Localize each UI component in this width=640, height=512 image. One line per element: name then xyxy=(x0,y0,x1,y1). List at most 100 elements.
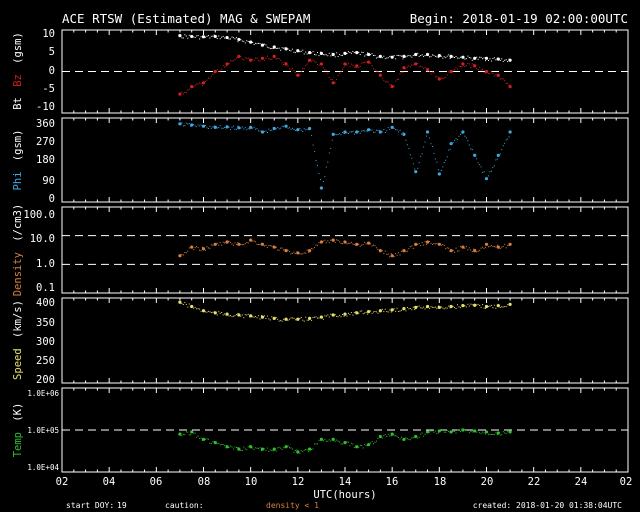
data-point-fill xyxy=(367,52,369,54)
data-point-fill xyxy=(482,246,484,248)
ytick-label: 250 xyxy=(36,355,55,367)
data-point-fill xyxy=(373,244,375,246)
data-point-fill xyxy=(193,124,195,126)
data-point-fill xyxy=(479,56,481,58)
data-point-density-density xyxy=(343,240,347,244)
data-point-mag-bz xyxy=(319,62,324,66)
data-point-mag-bt xyxy=(319,51,324,55)
data-point-fill xyxy=(230,60,232,62)
data-point-fill xyxy=(336,439,338,441)
data-point-fill xyxy=(423,55,425,57)
data-point-fill xyxy=(291,448,293,450)
data-point-fill xyxy=(314,246,316,248)
data-point-fill xyxy=(437,56,439,58)
data-point-fill xyxy=(209,125,211,127)
data-point-density-density xyxy=(437,242,441,246)
data-point-fill xyxy=(408,65,410,67)
data-point-mag-bz xyxy=(296,73,300,77)
data-point-fill xyxy=(255,128,257,130)
data-point-fill xyxy=(294,252,296,254)
data-point-fill xyxy=(409,439,411,441)
xtick-label: 04 xyxy=(103,476,116,488)
data-point-fill xyxy=(252,240,254,242)
data-point-fill xyxy=(340,54,342,56)
data-point-density-density xyxy=(473,249,477,253)
data-point-fill xyxy=(182,93,184,95)
data-point-phi-phi xyxy=(390,125,394,129)
data-point-temp-temp xyxy=(366,442,371,447)
data-point-fill xyxy=(464,135,466,137)
data-point-phi-phi xyxy=(414,170,418,174)
data-point-fill xyxy=(314,60,316,62)
data-point-fill xyxy=(314,151,316,153)
data-point-density-density xyxy=(390,254,394,258)
data-point-fill xyxy=(241,450,243,452)
data-point-phi-phi xyxy=(402,132,406,136)
data-point-fill xyxy=(218,127,220,129)
data-point-fill xyxy=(371,441,373,443)
data-point-fill xyxy=(393,55,395,57)
data-point-fill xyxy=(401,133,403,135)
data-point-fill xyxy=(228,315,230,317)
data-point-fill xyxy=(405,437,407,439)
data-point-fill xyxy=(216,127,218,129)
xtick-label: 02 xyxy=(56,476,69,488)
data-point-fill xyxy=(212,311,214,313)
data-point-fill xyxy=(340,242,342,244)
data-point-fill xyxy=(327,55,329,57)
data-point-fill xyxy=(465,137,467,139)
data-point-fill xyxy=(265,130,267,132)
data-point-fill xyxy=(280,49,282,51)
data-point-fill xyxy=(477,430,479,432)
ytick-label: 1.0E+06 xyxy=(27,389,59,398)
data-point-fill xyxy=(340,71,342,73)
data-point-fill xyxy=(482,431,484,433)
data-point-fill xyxy=(445,307,447,309)
data-point-fill xyxy=(485,246,487,248)
data-point-fill xyxy=(352,64,354,66)
data-point-fill xyxy=(303,128,305,130)
data-point-fill xyxy=(249,128,251,130)
data-point-fill xyxy=(266,447,268,449)
data-point-fill xyxy=(370,442,372,444)
data-point-mag-bz xyxy=(343,62,347,66)
data-point-fill xyxy=(255,315,257,317)
data-point-fill xyxy=(417,52,419,54)
data-point-fill xyxy=(364,130,366,132)
data-point-fill xyxy=(281,320,283,322)
data-point-fill xyxy=(483,71,485,73)
data-point-fill xyxy=(442,429,444,431)
data-point-fill xyxy=(408,438,410,440)
begin-time: Begin: 2018-01-19 02:00:00UTC xyxy=(410,11,628,26)
data-point-fill xyxy=(370,62,372,64)
data-point-fill xyxy=(283,126,285,128)
data-point-fill xyxy=(206,246,208,248)
data-point-fill xyxy=(287,249,289,251)
data-point-temp-temp xyxy=(508,430,512,434)
data-point-fill xyxy=(268,58,270,60)
data-point-speed-speed xyxy=(484,304,489,309)
data-point-fill xyxy=(187,306,189,308)
data-point-fill xyxy=(424,141,426,143)
data-point-fill xyxy=(330,55,332,57)
data-point-fill xyxy=(502,431,504,433)
data-point-fill xyxy=(461,66,463,68)
data-point-fill xyxy=(293,51,295,53)
data-point-fill xyxy=(224,445,226,447)
data-point-fill xyxy=(377,437,379,439)
data-point-fill xyxy=(436,307,438,309)
data-point-fill xyxy=(375,129,377,131)
data-point-fill xyxy=(465,429,467,431)
data-point-fill xyxy=(458,57,460,59)
data-point-fill xyxy=(431,243,433,245)
data-point-fill xyxy=(334,133,336,135)
data-point-density-density xyxy=(319,240,324,244)
data-point-fill xyxy=(464,58,466,60)
data-point-fill xyxy=(278,320,280,322)
data-point-fill xyxy=(190,125,192,127)
chart-title: ACE RTSW (Estimated) MAG & SWEPAM xyxy=(62,11,310,26)
data-point-fill xyxy=(429,307,431,309)
data-point-phi-phi xyxy=(378,130,382,134)
data-point-fill xyxy=(243,446,245,448)
data-point-fill xyxy=(405,56,407,58)
